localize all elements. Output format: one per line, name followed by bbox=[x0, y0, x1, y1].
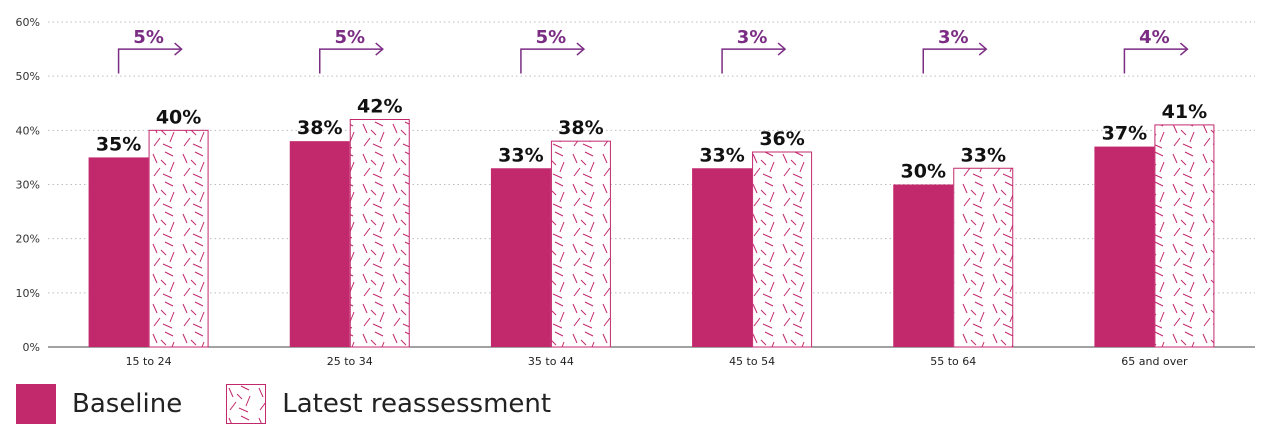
data-label-baseline: 30% bbox=[901, 161, 946, 183]
data-label-latest: 40% bbox=[156, 106, 201, 128]
bar-baseline bbox=[893, 184, 954, 347]
bar-baseline bbox=[88, 157, 149, 347]
x-tick-label: 35 to 44 bbox=[528, 355, 574, 368]
y-tick-label: 20% bbox=[16, 233, 40, 246]
bar-chart: 0% 10% 20% 30% 40% 50% 60% 35% 40% 15 to 24 38% 42… bbox=[16, 16, 1255, 368]
y-tick-label: 50% bbox=[16, 70, 40, 83]
legend-swatch-latest bbox=[226, 384, 267, 424]
y-tick-label: 40% bbox=[16, 124, 40, 137]
change-annotation-label: 5% bbox=[133, 27, 164, 48]
legend-label-baseline: Baseline bbox=[72, 389, 183, 419]
legend-item-baseline: Baseline bbox=[16, 384, 182, 424]
change-annotation-label: 4% bbox=[1139, 27, 1170, 48]
data-label-latest: 42% bbox=[357, 96, 402, 118]
change-annotation-label: 5% bbox=[536, 27, 567, 48]
change-arrow-head bbox=[1179, 42, 1189, 56]
data-label-latest: 33% bbox=[961, 144, 1006, 166]
change-arrow-head bbox=[174, 42, 183, 56]
legend-item-latest: Latest reassessment bbox=[226, 384, 551, 424]
change-annotation-label: 3% bbox=[737, 27, 768, 48]
data-label-baseline: 37% bbox=[1102, 123, 1147, 145]
change-arrow bbox=[922, 48, 986, 74]
bar-baseline bbox=[490, 168, 551, 347]
bar-latest bbox=[953, 167, 1014, 348]
legend: Baseline Latest reassessment bbox=[16, 384, 595, 424]
bar-latest bbox=[349, 119, 410, 348]
bar-latest bbox=[752, 151, 813, 348]
y-tick-label: 0% bbox=[23, 341, 40, 354]
change-annotation-label: 3% bbox=[938, 27, 969, 48]
y-tick-label: 60% bbox=[16, 16, 40, 29]
data-label-latest: 41% bbox=[1162, 101, 1207, 123]
change-arrow-head bbox=[576, 42, 586, 56]
legend-label-latest: Latest reassessment bbox=[282, 389, 552, 419]
bar-latest bbox=[148, 129, 209, 348]
data-label-latest: 36% bbox=[759, 128, 804, 150]
y-tick-label: 10% bbox=[16, 287, 40, 300]
change-arrow-head bbox=[375, 42, 384, 56]
change-arrow-head bbox=[978, 42, 988, 56]
change-arrow bbox=[721, 48, 785, 74]
data-label-baseline: 33% bbox=[498, 144, 543, 166]
change-annotation-label: 5% bbox=[334, 27, 365, 48]
bar-latest bbox=[1154, 124, 1215, 348]
y-tick-label: 30% bbox=[16, 179, 40, 192]
x-tick-label: 15 to 24 bbox=[126, 355, 172, 368]
bar-baseline bbox=[1094, 146, 1155, 347]
x-tick-label: 55 to 64 bbox=[930, 355, 976, 368]
data-label-baseline: 35% bbox=[96, 133, 141, 155]
change-arrow bbox=[117, 48, 181, 74]
change-arrow bbox=[520, 48, 583, 74]
x-tick-label: 25 to 34 bbox=[327, 355, 373, 368]
data-label-baseline: 38% bbox=[297, 117, 342, 139]
change-arrow-head bbox=[777, 42, 787, 56]
bar-baseline bbox=[289, 141, 350, 347]
x-tick-label: 45 to 54 bbox=[729, 355, 775, 368]
data-label-baseline: 33% bbox=[699, 144, 744, 166]
change-arrow bbox=[1123, 48, 1187, 74]
bar-baseline bbox=[692, 168, 753, 347]
bar-latest bbox=[550, 140, 611, 348]
change-arrow bbox=[319, 48, 382, 74]
data-label-latest: 38% bbox=[558, 117, 603, 139]
legend-swatch-baseline bbox=[16, 384, 56, 424]
x-tick-label: 65 and over bbox=[1121, 355, 1188, 368]
